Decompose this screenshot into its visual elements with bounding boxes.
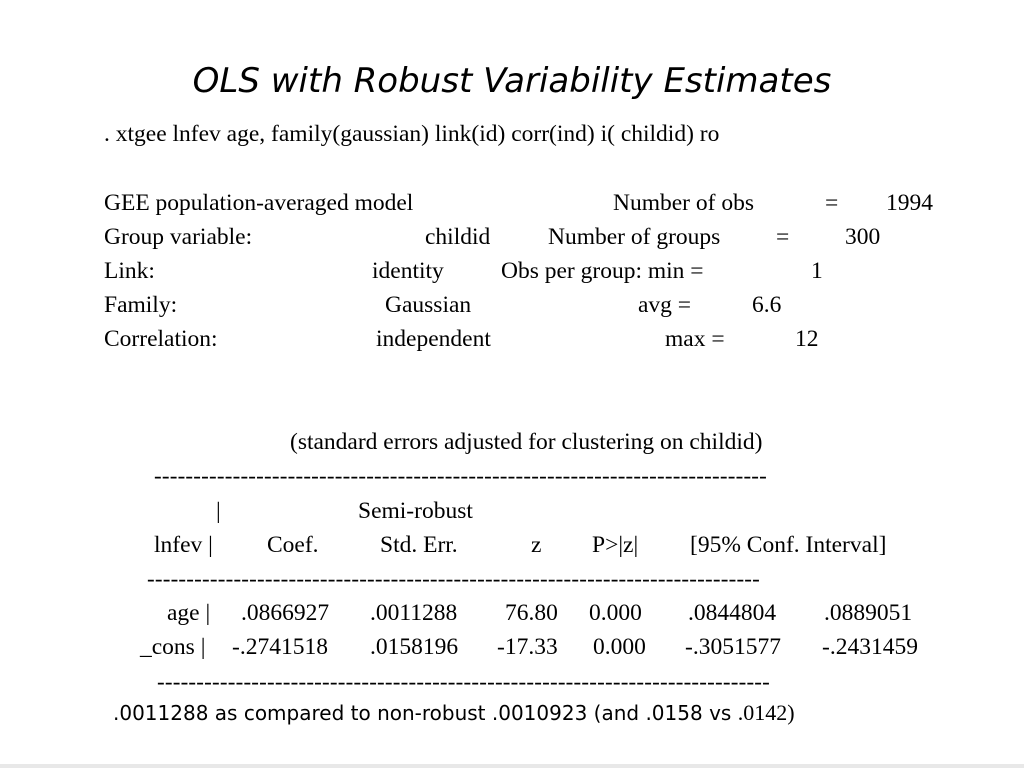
value-number-of-groups: 300 xyxy=(845,224,881,250)
header-p-value: P>|z| xyxy=(592,532,639,558)
model-label-link: Link: xyxy=(104,258,155,284)
header-coef: Coef. xyxy=(267,532,319,558)
comparison-note: .0011288 as compared to non-robust .0010… xyxy=(113,699,795,727)
cell-std-err: .0011288 xyxy=(370,600,458,626)
cell-ci-lower: .0844804 xyxy=(688,600,777,626)
header-std-err: Std. Err. xyxy=(380,532,458,558)
header-bar: | xyxy=(216,498,221,524)
model-label-correlation: Correlation: xyxy=(104,326,218,352)
value-obs-per-group-max: 12 xyxy=(795,326,819,352)
label-obs-per-group-max: max = xyxy=(665,326,725,352)
row-label-age: age | xyxy=(167,600,211,626)
stata-command: . xtgee lnfev age, family(gaussian) link… xyxy=(104,121,720,147)
label-obs-per-group-min: Obs per group: min = xyxy=(501,258,704,284)
cell-z: -17.33 xyxy=(497,634,558,660)
header-conf-interval: [95% Conf. Interval] xyxy=(690,532,887,558)
model-label-group: Group variable: xyxy=(104,224,253,250)
equals-number-of-obs: = xyxy=(825,190,839,216)
model-value-group: childid xyxy=(425,224,491,250)
header-lnfev: lnfev | xyxy=(154,532,213,558)
model-label-gee: GEE population-averaged model xyxy=(104,190,414,216)
label-obs-per-group-avg: avg = xyxy=(638,292,692,318)
value-obs-per-group-min: 1 xyxy=(811,258,823,284)
label-number-of-groups: Number of groups xyxy=(548,224,721,250)
header-z: z xyxy=(531,532,542,558)
cell-ci-lower: -.3051577 xyxy=(685,634,781,660)
model-label-family: Family: xyxy=(104,292,178,318)
cell-ci-upper: .0889051 xyxy=(824,600,913,626)
comparison-note-tail: .0142) xyxy=(737,700,795,725)
model-value-family: Gaussian xyxy=(385,292,472,318)
cell-p-value: 0.000 xyxy=(593,634,646,660)
dashed-divider-middle: ----------------------------------------… xyxy=(147,566,761,591)
slide-title: OLS with Robust Variability Estimates xyxy=(192,61,832,101)
comparison-note-text: .0011288 as compared to non-robust .0010… xyxy=(113,701,732,725)
model-value-correlation: independent xyxy=(376,326,491,352)
footer-divider xyxy=(0,764,1024,768)
dashed-divider-top: ----------------------------------------… xyxy=(154,463,768,488)
cell-coef: -.2741518 xyxy=(232,634,328,660)
value-number-of-obs: 1994 xyxy=(886,190,933,216)
cell-coef: .0866927 xyxy=(241,600,330,626)
header-semi-robust: Semi-robust xyxy=(358,498,473,524)
label-number-of-obs: Number of obs xyxy=(613,190,754,216)
cell-ci-upper: -.2431459 xyxy=(822,634,918,660)
model-value-link: identity xyxy=(372,258,444,284)
cell-std-err: .0158196 xyxy=(370,634,459,660)
row-label-cons: _cons | xyxy=(140,634,206,660)
cell-z: 76.80 xyxy=(505,600,558,626)
standard-errors-note: (standard errors adjusted for clustering… xyxy=(290,429,763,455)
equals-number-of-groups: = xyxy=(776,224,790,250)
dashed-divider-bottom: ----------------------------------------… xyxy=(157,669,771,694)
value-obs-per-group-avg: 6.6 xyxy=(752,292,782,318)
cell-p-value: 0.000 xyxy=(589,600,642,626)
